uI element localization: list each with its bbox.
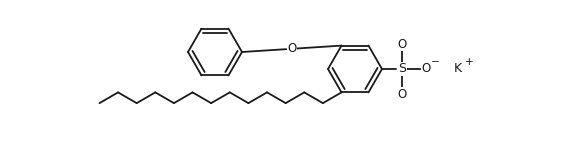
Text: K: K (454, 62, 462, 76)
Text: −: − (431, 57, 440, 67)
Text: +: + (465, 57, 473, 67)
Text: O: O (422, 62, 431, 76)
Text: S: S (398, 62, 406, 76)
Text: O: O (397, 37, 407, 51)
Text: O: O (287, 42, 296, 55)
Text: O: O (397, 87, 407, 101)
